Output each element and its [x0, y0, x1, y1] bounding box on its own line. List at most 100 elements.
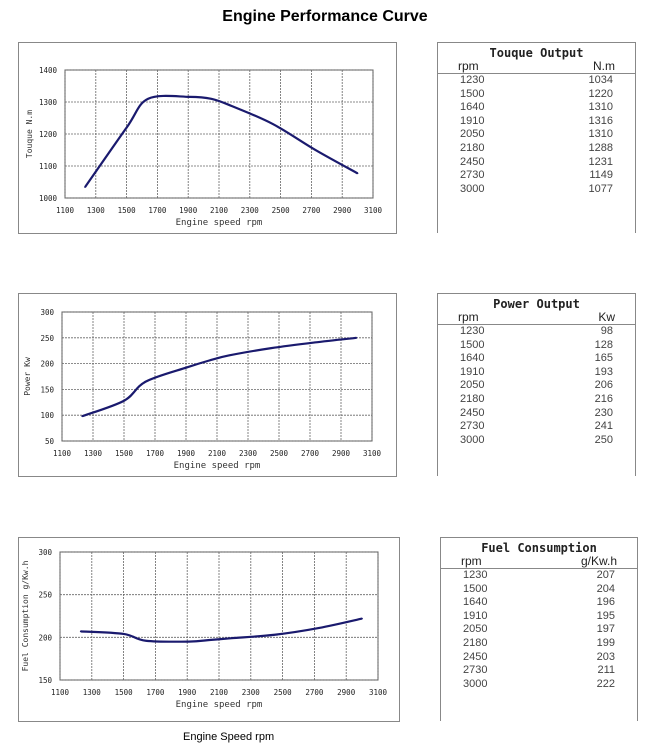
table-row: 1910 195 [441, 610, 637, 624]
cell-value: 199 [596, 636, 615, 649]
x-tick-label: 2300 [242, 688, 261, 697]
col-unit: N.m [593, 59, 615, 73]
table-header: rpm Kw [438, 311, 635, 325]
cell-rpm: 1640 [460, 352, 485, 365]
x-tick-label: 3100 [364, 206, 383, 215]
x-tick-label: 1300 [84, 449, 103, 458]
table-title: Touque Output [489, 46, 584, 60]
data-point [187, 640, 190, 643]
x-tick-label: 2900 [333, 206, 352, 215]
cell-rpm: 1500 [463, 582, 488, 595]
x-axis-label: Engine speed rpm [174, 461, 261, 471]
x-tick-label: 1100 [56, 206, 75, 215]
cell-value: 98 [600, 325, 613, 337]
y-tick-label: 50 [45, 437, 55, 446]
cell-rpm: 1230 [460, 325, 485, 337]
x-axis-label: Engine speed rpm [176, 218, 263, 228]
cell-rpm: 2050 [460, 379, 485, 392]
table-row: 1640 196 [441, 596, 637, 610]
cell-value: 1077 [588, 182, 613, 195]
y-tick-label: 1400 [39, 66, 58, 75]
cell-rpm: 3000 [460, 433, 485, 446]
col-rpm: rpm [458, 310, 479, 324]
y-tick-label: 250 [38, 591, 52, 600]
table-row: 2180 216 [438, 393, 635, 407]
x-tick-label: 1300 [83, 688, 102, 697]
x-tick-label: 2100 [210, 688, 229, 697]
x-tick-label: 2300 [239, 449, 258, 458]
table-row: 2050 1310 [438, 128, 635, 142]
y-tick-label: 150 [40, 385, 54, 394]
x-tick-label: 1100 [51, 688, 70, 697]
cell-value: 204 [596, 582, 615, 595]
col-rpm: rpm [458, 59, 479, 73]
y-axis-label: Power Kw [23, 357, 32, 396]
table-row: 2730 241 [438, 420, 635, 434]
table-row: 1640 1310 [438, 101, 635, 115]
data-point [361, 617, 363, 620]
col-unit: g/Kw.h [580, 554, 617, 568]
table-header: rpm N.m [438, 60, 635, 74]
x-tick-label: 2900 [332, 449, 351, 458]
cell-rpm: 2450 [463, 650, 488, 663]
x-tick-label: 2700 [301, 449, 320, 458]
col-rpm: rpm [461, 554, 482, 568]
y-tick-label: 250 [40, 334, 54, 343]
data-point [270, 347, 273, 349]
table-row: 2730 1149 [438, 169, 635, 183]
cell-value: 1231 [588, 155, 613, 168]
table-row: 1500 204 [441, 583, 637, 597]
cell-value: 1034 [588, 74, 613, 86]
x-tick-label: 3100 [369, 688, 388, 697]
cell-rpm: 1910 [460, 365, 485, 378]
cell-rpm: 2180 [463, 636, 488, 649]
table-row: 2450 230 [438, 407, 635, 421]
cell-value: 250 [594, 433, 613, 446]
table-row: 1230 98 [438, 325, 635, 339]
table-torque: Touque Output rpm N.m 1230 1034 1500 1220 1640 1… [437, 42, 636, 233]
data-point [144, 380, 147, 383]
data-point [84, 186, 86, 188]
x-tick-label: 2500 [274, 688, 293, 697]
table-row: 1640 165 [438, 352, 635, 366]
data-point [355, 337, 358, 339]
cell-rpm: 2730 [463, 664, 488, 677]
y-tick-label: 1100 [39, 162, 58, 171]
data-point [125, 126, 128, 129]
y-axis-label: Fuel Consumption g/Kw.h [21, 560, 30, 671]
cell-value: 230 [594, 406, 613, 419]
cell-value: 1149 [589, 169, 613, 182]
cell-rpm: 2730 [460, 420, 485, 433]
data-point [272, 123, 274, 125]
y-axis-label: Touque N.m [25, 110, 34, 158]
data-point [273, 633, 276, 636]
y-tick-label: 1300 [39, 98, 58, 107]
cell-value: 222 [596, 677, 615, 690]
table-row: 2050 197 [441, 623, 637, 637]
cell-rpm: 3000 [460, 182, 485, 195]
data-point [210, 639, 212, 641]
x-tick-label: 1500 [115, 449, 134, 458]
cell-value: 206 [594, 379, 613, 392]
x-tick-label: 2300 [241, 206, 260, 215]
table-row: 2450 1231 [438, 156, 635, 170]
table-row: 3000 222 [441, 678, 637, 692]
table-row: 1500 128 [438, 339, 635, 353]
x-tick-label: 2100 [208, 449, 227, 458]
table-title: Fuel Consumption [481, 541, 597, 555]
x-tick-label: 1700 [146, 688, 165, 697]
cell-rpm: 1640 [460, 101, 485, 114]
table-row: 1500 1220 [438, 88, 635, 102]
y-tick-label: 1200 [39, 130, 58, 139]
cell-value: 216 [594, 392, 613, 405]
cell-rpm: 2050 [460, 128, 485, 141]
table-row: 1910 193 [438, 366, 635, 380]
cell-value: 1220 [588, 87, 613, 100]
table-row: 1230 207 [441, 569, 637, 583]
table-title: Power Output [493, 297, 580, 311]
x-tick-label: 2700 [305, 688, 324, 697]
cell-rpm: 1910 [463, 609, 488, 622]
cell-value: 128 [594, 338, 613, 351]
data-point [230, 105, 233, 107]
